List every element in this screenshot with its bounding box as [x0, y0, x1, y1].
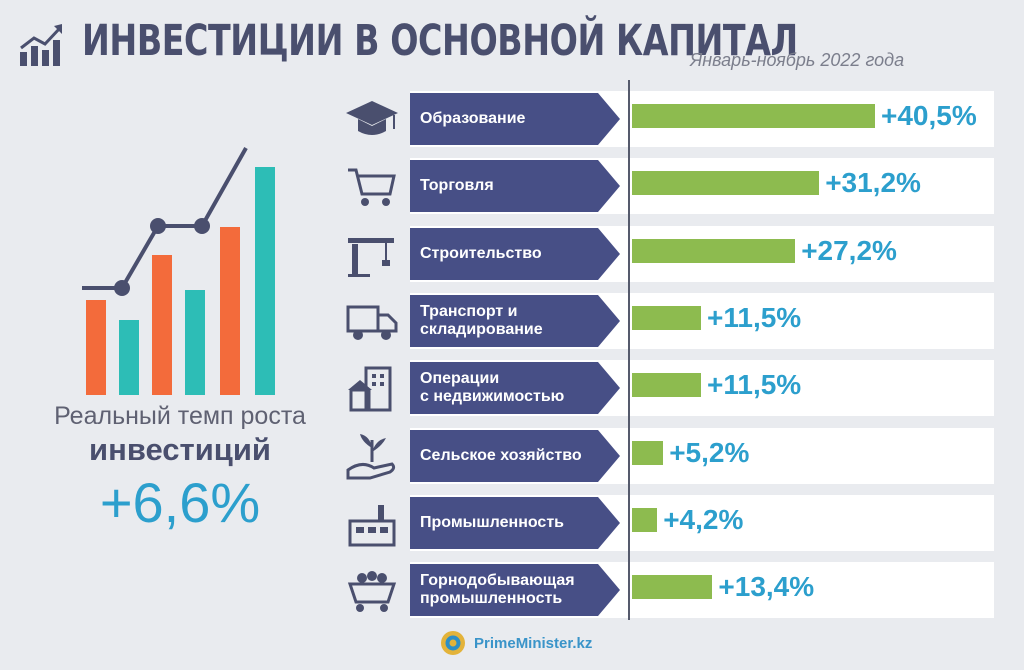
value-bar [632, 305, 701, 330]
value-label: +11,5% [707, 369, 802, 401]
value-bar [632, 373, 701, 398]
category-label: Транспорт и складирование [420, 302, 543, 338]
value-bar [632, 171, 820, 196]
category-arrow [410, 294, 620, 347]
delivery-truck-icon [346, 305, 398, 340]
category-arrow [410, 93, 620, 145]
value-label: +4,2% [663, 503, 744, 535]
factory-icon [348, 504, 396, 547]
deco-bar [152, 255, 172, 395]
sprout-hand-icon [346, 433, 396, 479]
category-label: Торговля [420, 177, 494, 195]
value-label: +27,2% [801, 234, 897, 266]
value-bar [632, 507, 658, 532]
graduation-cap-icon [346, 101, 398, 135]
summary-value: +6,6% [99, 471, 261, 534]
footer-site[interactable]: PrimeMinister.kz [474, 634, 593, 652]
category-arrow [410, 429, 620, 482]
deco-bar [255, 167, 275, 395]
category-arrow [410, 160, 620, 213]
sector-row: Строительство +27,2% [410, 225, 994, 282]
value-label: +11,5% [707, 301, 802, 333]
value-label: +13,4% [718, 571, 815, 603]
period-subtitle: Январь-ноябрь 2022 года [690, 50, 905, 70]
axis-divider [628, 80, 630, 620]
value-label: +40,5% [881, 100, 977, 131]
deco-point [194, 218, 210, 234]
category-label: Строительство [420, 244, 542, 262]
deco-point [150, 218, 166, 234]
buildings-icon [348, 366, 392, 412]
category-label: Сельское хозяйство [420, 446, 582, 464]
crane-icon [348, 237, 394, 277]
deco-bar [220, 227, 240, 395]
sector-row: Операции с недвижимостью +11,5% [410, 360, 994, 417]
category-arrow [410, 496, 620, 549]
category-label: Операции с недвижимостью [420, 370, 565, 406]
category-label: Горнодобывающая промышленность [420, 572, 575, 608]
value-label: +31,2% [825, 167, 921, 199]
footer: PrimeMinister.kz [440, 628, 592, 658]
shopping-cart-icon [348, 168, 396, 207]
category-arrow [410, 564, 620, 617]
sector-row: Сельское хозяйство +5,2% [410, 427, 994, 484]
category-arrow [410, 227, 620, 280]
deco-bar [86, 300, 106, 395]
category-label: Промышленность [420, 513, 564, 531]
deco-point [114, 280, 130, 296]
category-arrow [410, 362, 620, 415]
value-bar [632, 104, 875, 128]
value-label: +5,2% [669, 436, 750, 468]
deco-bar [119, 320, 139, 395]
sector-row: Горнодобывающая промышленность +13,4% [410, 562, 994, 619]
sector-row: Торговля +31,2% [410, 158, 994, 215]
sector-row: Транспорт и складирование +11,5% [410, 292, 994, 349]
category-label: Образование [420, 110, 526, 127]
value-bar [632, 238, 796, 263]
sector-row: Образование +40,5% [410, 91, 994, 147]
deco-bar [185, 290, 205, 395]
value-bar [632, 440, 664, 465]
growth-illustration [82, 147, 275, 395]
sector-row: Промышленность +4,2% [410, 494, 994, 551]
mine-cart-icon [347, 571, 397, 613]
value-bar [632, 575, 713, 600]
kazakhstan-emblem-icon [441, 631, 465, 655]
summary-label-strong: инвестиций [89, 432, 271, 467]
growth-chart-icon [20, 24, 62, 66]
page-title: ИНВЕСТИЦИИ В ОСНОВНОЙ КАПИТАЛ [82, 16, 798, 66]
summary-label: Реальный темп роста [54, 402, 306, 430]
